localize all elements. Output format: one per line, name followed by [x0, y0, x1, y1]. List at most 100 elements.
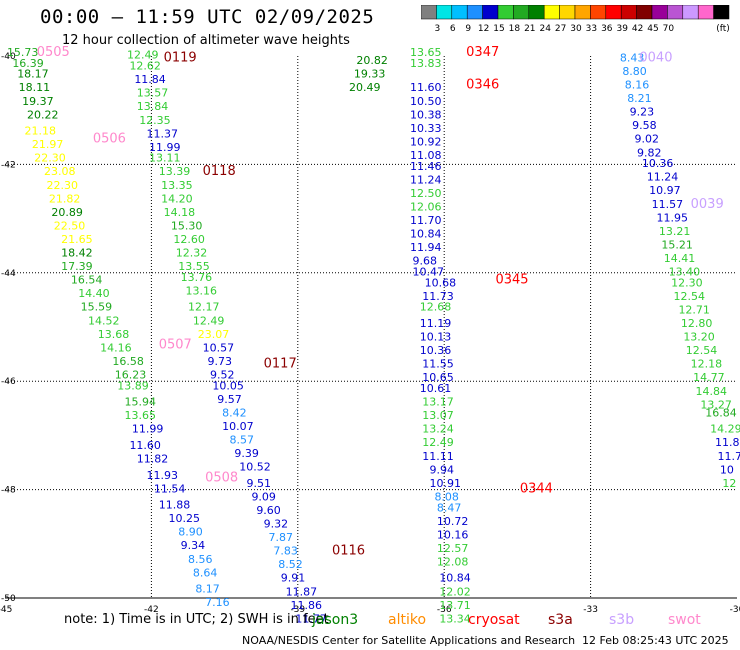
track-id-label: 0508: [205, 470, 238, 485]
y-tick-label: -46: [1, 377, 16, 387]
swh-value-label: 21.18: [25, 125, 57, 138]
swh-value-label: 10.05: [212, 379, 244, 392]
swh-value-label: 10.07: [222, 420, 254, 433]
swh-value-label: 13.16: [186, 284, 218, 297]
swh-value-label: 22.30: [46, 179, 77, 192]
chart-title: 00:00 – 11:59 UTC 02/09/2025: [40, 6, 375, 28]
y-tick-label: -42: [1, 160, 16, 170]
swh-value-label: 12.49: [127, 49, 159, 62]
swh-value-label: 12.32: [176, 247, 208, 260]
y-tick-label: -48: [1, 486, 16, 496]
swh-value-label: 14.20: [161, 192, 193, 205]
swh-value-label: 10.47: [412, 266, 444, 279]
swh-value-label: 11.54: [154, 482, 186, 495]
swh-value-label: 12.71: [678, 303, 710, 316]
swh-value-label: 11.99: [149, 141, 181, 154]
swh-value-label: 10.65: [422, 371, 454, 384]
swh-value-label: 12.54: [686, 344, 718, 357]
track-id-label: 0506: [93, 132, 126, 147]
satellite-legend-item: swot: [668, 612, 701, 628]
swh-value-label: 13.71: [439, 599, 471, 612]
swh-value-label: 9.82: [637, 146, 662, 159]
color-tick-label: 3: [435, 24, 441, 34]
swh-value-label: 13.65: [125, 409, 157, 422]
swh-value-label: 10.13: [420, 331, 452, 344]
swh-value-label: 12: [722, 477, 736, 490]
swh-value-label: 10.25: [168, 512, 200, 525]
swh-value-label: 22.30: [34, 152, 66, 165]
y-tick-label: -40: [1, 52, 16, 62]
x-tick-label: -36: [437, 605, 452, 615]
swh-value-label: 8.16: [625, 79, 650, 92]
track-id-label: 0039: [691, 197, 724, 212]
swh-value-label: 12.02: [439, 585, 471, 598]
swh-value-label: 10.92: [410, 135, 442, 148]
satellite-legend-item: s3b: [609, 612, 635, 628]
swh-value-label: 14.18: [164, 206, 196, 219]
swh-value-label: 13.57: [137, 87, 169, 100]
swh-value-label: 13.07: [422, 409, 454, 422]
swh-value-label: 13.89: [117, 379, 148, 392]
track-id-label: 0119: [164, 50, 197, 65]
swh-value-label: 8.90: [178, 526, 203, 539]
swh-value-label: 16.39: [12, 57, 44, 70]
satellite-legend-item: jason3: [312, 612, 359, 628]
satellite-legend-item: cryosat: [468, 612, 520, 628]
swh-value-label: 10.50: [410, 95, 442, 108]
swh-value-label: 17.39: [61, 260, 92, 273]
swh-value-label: 9.52: [210, 368, 235, 381]
swh-value-label: 10.16: [437, 528, 469, 541]
color-tick-label: 36: [601, 24, 613, 34]
chart-subtitle: 12 hour collection of altimeter wave hei…: [62, 33, 350, 48]
swh-value-label: 13.39: [159, 165, 191, 178]
swh-value-label: 12.18: [691, 358, 723, 371]
swh-value-label: 12.06: [410, 200, 442, 213]
track-id-label: 0118: [203, 164, 236, 179]
swh-value-label: 10.84: [410, 228, 442, 241]
swh-value-label: 8.57: [229, 434, 254, 447]
swh-value-label: 14.84: [696, 385, 728, 398]
color-swatch: [713, 5, 730, 20]
swh-value-label: 9.39: [234, 447, 258, 460]
swh-value-label: 11.24: [647, 171, 679, 184]
swh-value-label: 12.30: [671, 276, 703, 289]
swh-value-label: 11.7: [717, 450, 740, 463]
swh-value-label: 12.35: [139, 114, 171, 127]
swh-value-label: 10: [720, 463, 734, 476]
swh-value-label: 13.76: [181, 271, 213, 284]
swh-value-label: 14.41: [664, 252, 696, 265]
swh-value-label: 14.77: [693, 371, 725, 384]
x-tick-label: -30: [730, 605, 740, 615]
swh-value-label: 8.52: [278, 558, 303, 571]
swh-value-label: 15.30: [171, 219, 203, 232]
swh-value-label: 14.52: [88, 314, 120, 327]
swh-value-label: 11.77: [295, 612, 327, 625]
swh-value-label: 8.08: [434, 490, 459, 503]
color-tick-label: 45: [647, 24, 658, 34]
swh-value-label: 15.73: [7, 46, 39, 59]
swh-value-label: 8.64: [193, 566, 218, 579]
swh-value-label: 11.70: [410, 214, 442, 227]
swh-value-label: 10.84: [439, 572, 471, 585]
swh-value-label: 23.07: [198, 328, 230, 341]
color-tick-label: 9: [465, 24, 471, 34]
swh-value-label: 10.91: [430, 477, 462, 490]
color-tick-label: 33: [586, 24, 597, 34]
swh-value-label: 11.11: [422, 450, 454, 463]
swh-value-label: 13.68: [98, 328, 130, 341]
swh-value-label: 9.91: [281, 572, 306, 585]
swh-value-label: 13.65: [410, 46, 442, 59]
swh-value-label: 10.33: [410, 122, 442, 135]
swh-value-label: 11.60: [410, 81, 442, 94]
swh-value-label: 16.54: [71, 274, 103, 287]
swh-value-label: 9.94: [430, 463, 455, 476]
swh-value-label: 9.57: [217, 393, 242, 406]
swh-value-label: 10.36: [420, 344, 452, 357]
color-tick-label: 30: [570, 24, 582, 34]
swh-value-label: 16.23: [115, 368, 147, 381]
swh-value-label: 9.32: [264, 518, 289, 531]
swh-value-label: 10.72: [437, 515, 469, 528]
swh-value-label: 13.84: [137, 100, 169, 113]
swh-value-label: 11.37: [147, 127, 179, 140]
